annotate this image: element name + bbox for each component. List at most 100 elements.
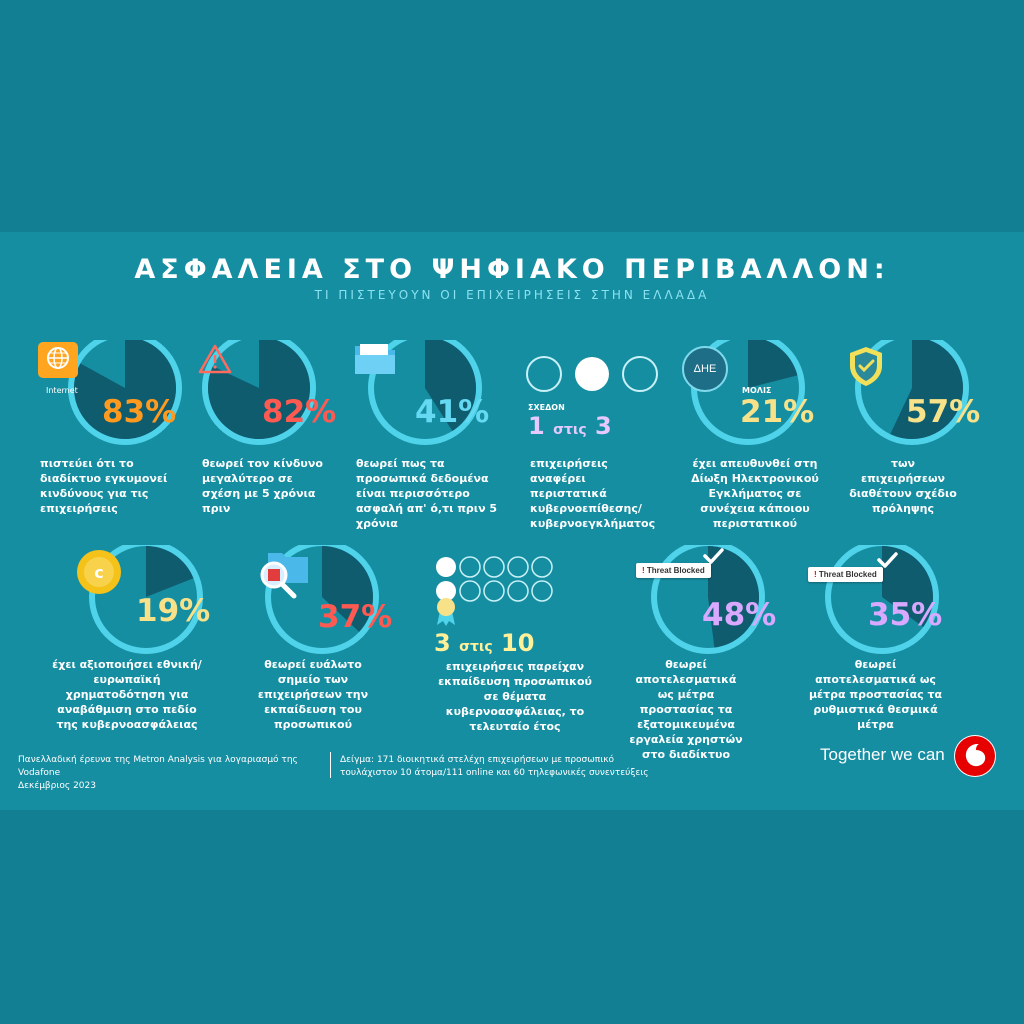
checkmark-icon (877, 552, 898, 568)
stat-description: επιχειρήσεις παρείχαν εκπαίδευση προσωπι… (438, 660, 592, 733)
pie-slice (748, 340, 798, 388)
survey-text: Πανελλαδική έρευνα της Metron Analysis γ… (18, 755, 298, 778)
folder-icon (355, 344, 395, 374)
warning-icon (198, 344, 232, 374)
stat-description: θεωρεί τον κίνδυνο μεγαλύτερο σε σχέση μ… (202, 457, 323, 515)
stat-funding: c 19% έχει αξιοποιήσει εθνική/ ευρωπαϊκή… (52, 545, 226, 745)
vodafone-logo-icon (954, 735, 996, 777)
sample-line-2: τουλάχιστον 10 άτομα/111 online και 60 τ… (340, 768, 649, 778)
stat-description: θεωρεί αποτελεσματικά ως μέτρα προστασία… (808, 658, 943, 731)
ring-chart (855, 340, 969, 445)
threat-blocked-icon: ! Threat Blocked (808, 567, 883, 582)
ring-chart (89, 545, 203, 654)
footer-divider (330, 752, 331, 778)
magnifier-bug-icon (260, 553, 308, 599)
ratio-circle-filled (436, 557, 456, 577)
ratio-value: 1 στις 3 (528, 412, 612, 440)
coin-icon: c (77, 550, 121, 594)
dhe-badge-icon: ΔΗΕ (682, 346, 728, 392)
stat-value: 83% (102, 394, 177, 430)
ring-chart (68, 340, 182, 445)
ratio-prefix: ΣΧΕΔΟΝ (528, 403, 565, 412)
tagline: Together we can (820, 745, 945, 764)
stat-value: 35% (868, 597, 943, 633)
ratio-circle (531, 556, 553, 578)
stat-description: επιχειρήσεις αναφέρει περιστατικά κυβερν… (530, 457, 656, 530)
ratio-numerator: 1 (528, 412, 545, 440)
ratio-circle (459, 580, 481, 602)
stat-description: των επιχειρήσεων διαθέτουν σχέδιο πρόληψ… (849, 457, 957, 515)
ring-chart (202, 340, 316, 445)
pie-slice (322, 546, 374, 632)
stat-description: έχει απευθυνθεί στη Δίωξη Ηλεκτρονικού Ε… (691, 457, 819, 530)
ring-outline (825, 545, 939, 654)
ring-outline (89, 545, 203, 654)
ring-outline (265, 545, 379, 654)
survey-source: Πανελλαδική έρευνα της Metron Analysis γ… (18, 754, 328, 793)
internet-globe-icon (38, 342, 78, 378)
sample-info: Δείγμα: 171 διοικητικά στελέχη επιχειρήσ… (340, 754, 660, 780)
ratio-value: 3 στις 10 (434, 629, 534, 657)
shield-check-icon (850, 347, 882, 386)
ratio-denominator: 3 (595, 412, 612, 440)
stat-prevention-plan: 57% των επιχειρήσεων διαθέτουν σχέδιο πρ… (842, 340, 1012, 540)
ratio-numerator: 3 (434, 629, 451, 657)
stat-description: έχει αξιοποιήσει εθνική/ ευρωπαϊκή χρημα… (52, 658, 202, 731)
stat-description: θεωρεί αποτελεσματικά ως μέτρα προστασία… (629, 658, 743, 761)
stat-value: 37% (318, 599, 393, 635)
survey-date: Δεκέμβριος 2023 (18, 781, 96, 791)
pie-slice (882, 546, 934, 627)
ratio-circles (436, 556, 553, 602)
stat-value: 21% (740, 394, 815, 430)
ring-outline (855, 340, 969, 445)
sample-line-1: Δείγμα: 171 διοικητικά στελέχη επιχειρήσ… (340, 755, 615, 765)
ratio-connector: στις (459, 639, 493, 655)
pie-slice (74, 340, 176, 439)
ratio-circle (531, 580, 553, 602)
ratio-circle (526, 356, 562, 392)
stat-description: πιστεύει ότι το διαδίκτυο εγκυμονεί κινδ… (40, 457, 168, 515)
stat-risk-increase: 82% θεωρεί τον κίνδυνο μεγαλύτερο σε σχέ… (196, 340, 366, 540)
pie-slice (425, 340, 477, 432)
icon-label: Internet (46, 386, 78, 395)
ratio-circle-filled (436, 581, 456, 601)
stat-value: 82% (262, 394, 337, 430)
stat-data-safety: 41% θεωρεί πως τα προσωπικά δεδομένα είν… (352, 340, 522, 540)
page-title: ΑΣΦΑΛΕΙΑ ΣΤΟ ΨΗΦΙΑΚΟ ΠΕΡΙΒΑΛΛΟΝ: (134, 254, 890, 285)
stat-regulatory-measures: ! Threat Blocked 35% θεωρεί αποτελεσματι… (804, 545, 974, 745)
page-subtitle: ΤΙ ΠΙΣΤΕΥΟΥΝ ΟΙ ΕΠΙΧΕΙΡΗΣΕΙΣ ΣΤΗΝ ΕΛΛΑΔΑ (314, 288, 710, 302)
pie-slice (146, 546, 194, 597)
ring-outline (68, 340, 182, 445)
ratio-connector: στις (553, 422, 587, 438)
checkmark-icon (703, 548, 724, 564)
stat-internet-risk: Internet 83% πιστεύει ότι το διαδίκτυο ε… (30, 340, 200, 540)
ring-outline (368, 340, 482, 445)
ring-outline (651, 545, 765, 654)
stat-description: θεωρεί πως τα προσωπικά δεδομένα είναι π… (356, 457, 498, 530)
award-badge-icon (437, 598, 455, 626)
ratio-circle (622, 356, 658, 392)
ring-chart (651, 545, 765, 654)
stat-value: 48% (702, 597, 777, 633)
svg-text:c: c (94, 563, 103, 582)
pie-slice (708, 546, 760, 648)
stat-value: 41% (415, 394, 490, 430)
ratio-circles (526, 356, 658, 392)
pie-slice (208, 340, 310, 439)
content-band (0, 232, 1024, 810)
ratio-circle (459, 556, 481, 578)
ring-outline (202, 340, 316, 445)
ratio-denominator: 10 (501, 629, 535, 657)
ratio-circle (483, 556, 505, 578)
ratio-circle (483, 580, 505, 602)
ring-chart (368, 340, 482, 445)
stat-value: 57% (906, 394, 981, 430)
stat-incidents-ratio: ΣΧΕΔΟΝ 1 στις 3 επιχειρήσεις αναφέρει πε… (522, 340, 692, 540)
stat-training-vulnerable: 37% θεωρεί ευάλωτο σημείο των επιχειρήσε… (250, 545, 420, 745)
stat-value: 19% (136, 593, 211, 629)
threat-label: Threat Blocked (646, 566, 705, 575)
ratio-circle (507, 556, 529, 578)
stat-prefix: ΜΟΛΙΣ (742, 386, 772, 395)
stat-training-ratio: 3 στις 10 επιχειρήσεις παρείχαν εκπαίδευ… (430, 545, 600, 745)
stat-description: θεωρεί ευάλωτο σημείο των επιχειρήσεων τ… (257, 658, 369, 731)
